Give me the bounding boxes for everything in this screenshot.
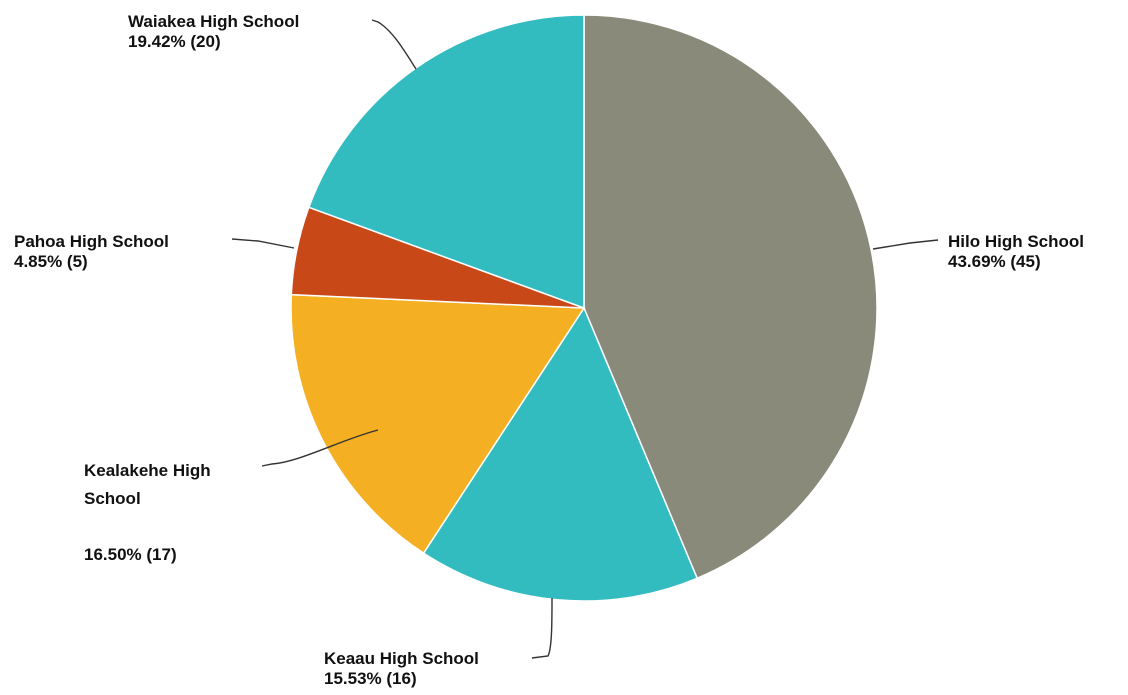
slice-label-name: School [84, 489, 141, 508]
slice-label-percent: 15.53% (16) [324, 669, 417, 688]
pie-slice-waiakea-high-school [307, 14, 585, 310]
slice-label-keaau-high-school: Keaau High School 15.53% (16) [324, 649, 479, 688]
slice-label-percent: 43.69% (45) [948, 252, 1041, 271]
pie-slice-keaau-high-school [422, 306, 699, 602]
leader-line-hilo-high-school [872, 239, 939, 250]
pie-slice-hilo-high-school [583, 14, 878, 580]
pie-slices [290, 14, 878, 602]
slice-label-percent: 16.50% (17) [84, 545, 177, 564]
leader-line-kealakehe-high-school [261, 429, 379, 467]
slice-label-percent: 19.42% (20) [128, 32, 221, 51]
pie-slice-kealakehe-high-school [290, 293, 586, 555]
label-leader-lines [231, 19, 939, 659]
slice-label-name: Pahoa High School [14, 232, 169, 251]
slice-label-kealakehe-high-school: Kealakehe High School 16.50% (17) [84, 461, 211, 564]
slice-label-percent: 4.85% (5) [14, 252, 88, 271]
leader-line-pahoa-high-school [231, 238, 295, 249]
slice-label-hilo-high-school: Hilo High School 43.69% (45) [948, 232, 1084, 271]
slice-label-waiakea-high-school: Waiakea High School 19.42% (20) [128, 12, 299, 51]
slice-label-name: Hilo High School [948, 232, 1084, 251]
slice-label-pahoa-high-school: Pahoa High School 4.85% (5) [14, 232, 169, 271]
slice-labels: Hilo High School 43.69% (45) Keaau High Sc… [14, 12, 1084, 688]
leader-line-keaau-high-school [531, 597, 553, 659]
leader-line-waiakea-high-school [371, 19, 417, 70]
slice-label-name: Keaau High School [324, 649, 479, 668]
slice-label-name: Waiakea High School [128, 12, 299, 31]
slice-label-name: Kealakehe High [84, 461, 211, 480]
